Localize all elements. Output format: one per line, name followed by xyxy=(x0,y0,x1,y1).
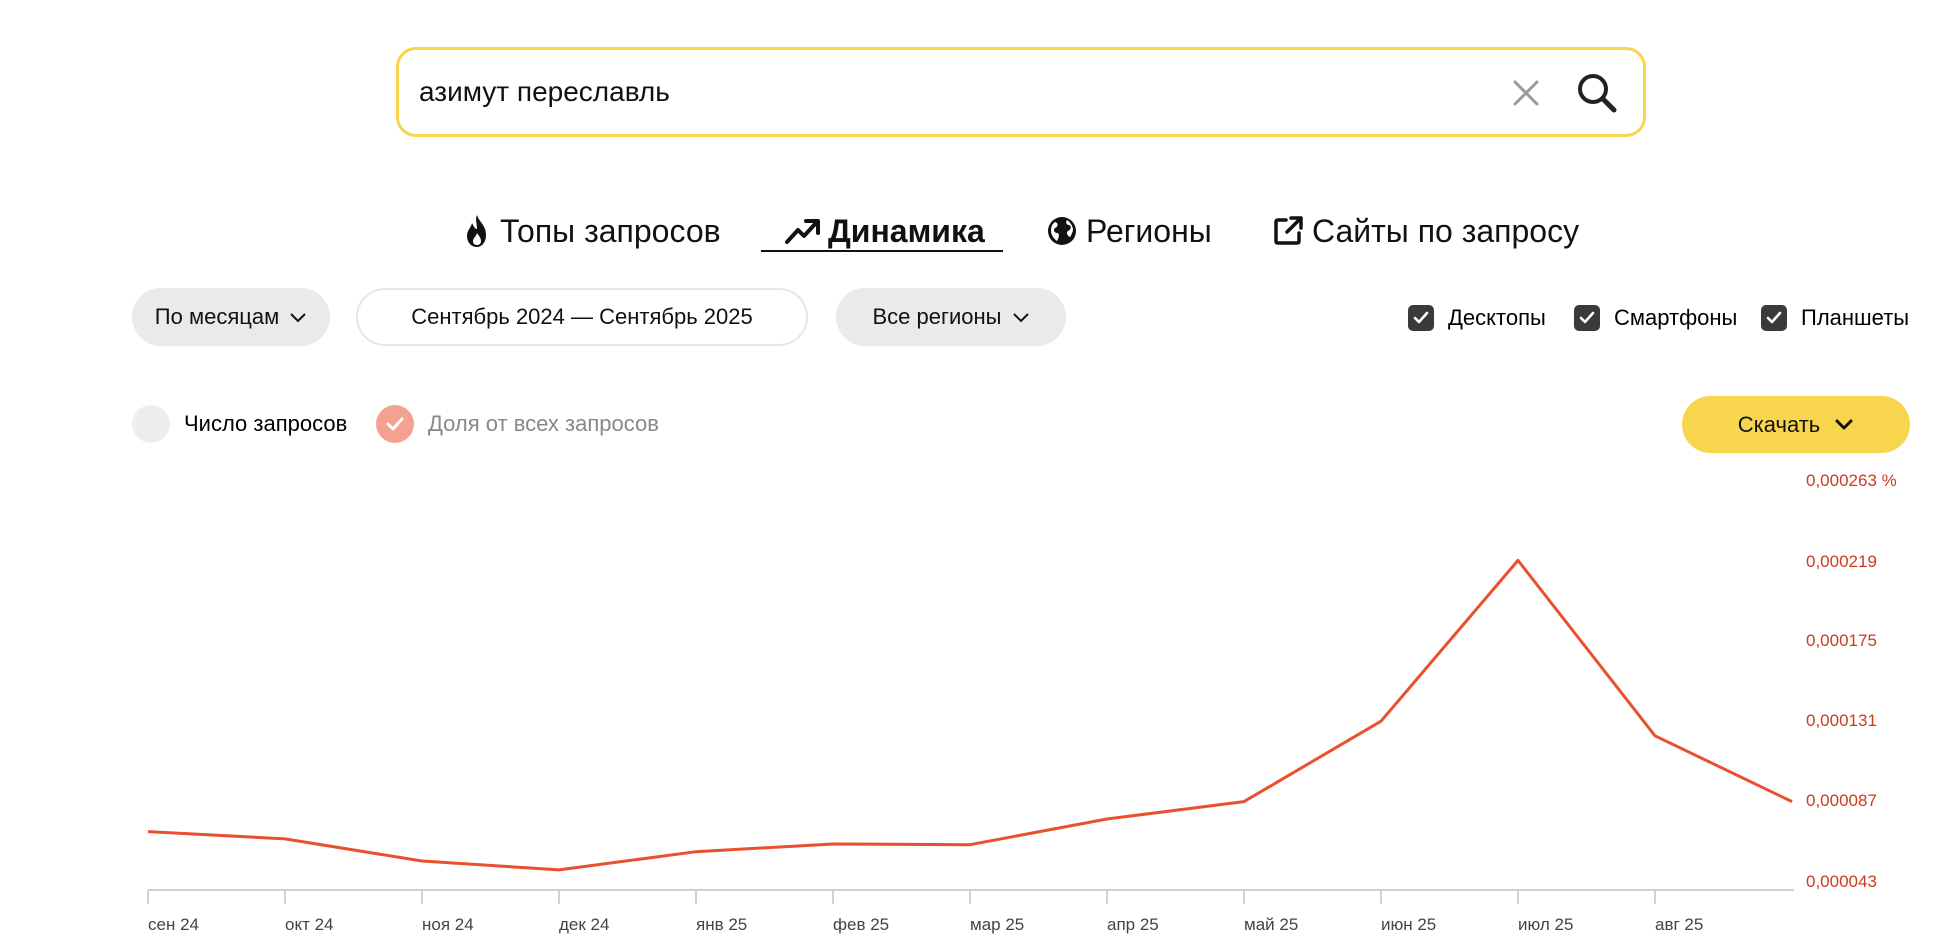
clear-icon[interactable] xyxy=(1511,78,1541,108)
x-tick-label: мар 25 xyxy=(970,915,1024,934)
search-box[interactable]: азимут переславль xyxy=(396,47,1646,137)
device-label: Смартфоны xyxy=(1614,305,1738,330)
y-tick-label: 0,000043 xyxy=(1806,872,1877,891)
regions-value: Все регионы xyxy=(872,304,1002,329)
x-tick-label: апр 25 xyxy=(1107,915,1159,934)
y-tick-labels: 0,000263 % 0,000219 0,000175 0,000131 0,0000… xyxy=(1806,471,1897,891)
globe-icon xyxy=(1048,217,1076,245)
x-tick-labels: сен 24 окт 24 ноя 24 дек 24 янв 25 фев 25 мар … xyxy=(148,915,1703,934)
checkbox-checked-icon xyxy=(1574,305,1600,331)
chevron-down-icon xyxy=(290,313,306,323)
search-input[interactable]: азимут переславль xyxy=(419,76,670,107)
tab-label: Регионы xyxy=(1086,212,1212,249)
radio-unchecked-icon xyxy=(132,405,170,443)
tabs-bar: Топы запросов Динамика Регионы Сайты по … xyxy=(0,200,1942,260)
device-smartphone-checkbox[interactable]: Смартфоны xyxy=(1574,304,1737,332)
tab-label: Сайты по запросу xyxy=(1312,212,1580,249)
period-value: Сентябрь 2024 — Сентябрь 2025 xyxy=(411,304,753,329)
download-label: Скачать xyxy=(1737,411,1821,437)
grouping-dropdown[interactable]: По месяцам xyxy=(132,288,330,346)
checkbox-checked-icon xyxy=(1761,305,1787,331)
tab-top-queries[interactable]: Топы запросов xyxy=(462,208,721,254)
y-tick-label: 0,000175 xyxy=(1806,631,1877,650)
x-tick-label: сен 24 xyxy=(148,915,199,934)
x-tick-label: ноя 24 xyxy=(422,915,474,934)
device-desktop-checkbox[interactable]: Десктопы xyxy=(1408,304,1546,332)
tab-dynamics[interactable]: Динамика xyxy=(784,208,985,254)
metric-share-label: Доля от всех запросов xyxy=(428,411,659,436)
metric-share-radio[interactable]: Доля от всех запросов xyxy=(376,404,659,444)
metric-count-radio[interactable]: Число запросов xyxy=(132,404,347,444)
fire-icon xyxy=(467,215,486,247)
tab-label: Динамика xyxy=(828,212,985,249)
chevron-down-icon xyxy=(1835,419,1853,430)
y-tick-label: 0,000131 xyxy=(1806,711,1877,730)
checkbox-checked-icon xyxy=(1408,305,1434,331)
download-button[interactable]: Скачать xyxy=(1682,396,1910,453)
device-tablet-checkbox[interactable]: Планшеты xyxy=(1761,304,1909,332)
x-tick-label: дек 24 xyxy=(559,915,609,934)
series-line xyxy=(147,558,1793,872)
x-tick-label: фев 25 xyxy=(833,915,889,934)
x-tick-label: авг 25 xyxy=(1655,915,1703,934)
grouping-value: По месяцам xyxy=(154,304,280,329)
tab-label: Топы запросов xyxy=(500,212,721,249)
chevron-down-icon xyxy=(1012,313,1029,323)
y-tick-label: 0,000087 xyxy=(1806,791,1877,810)
x-tick-label: июл 25 xyxy=(1518,915,1573,934)
device-label: Десктопы xyxy=(1448,305,1546,330)
x-tick-label: май 25 xyxy=(1244,915,1298,934)
tab-sites[interactable]: Сайты по запросу xyxy=(1272,208,1579,254)
tab-regions[interactable]: Регионы xyxy=(1046,208,1212,254)
external-link-icon xyxy=(1274,216,1303,245)
trend-up-icon xyxy=(785,219,820,244)
metric-count-label: Число запросов xyxy=(184,411,348,436)
x-axis xyxy=(147,889,1794,904)
regions-dropdown[interactable]: Все регионы xyxy=(836,288,1066,346)
radio-checked-icon xyxy=(376,405,414,443)
x-tick-label: июн 25 xyxy=(1381,915,1436,934)
active-tab-underline xyxy=(761,250,1003,252)
period-picker[interactable]: Сентябрь 2024 — Сентябрь 2025 xyxy=(356,288,808,346)
x-tick-label: янв 25 xyxy=(696,915,747,934)
device-label: Планшеты xyxy=(1801,305,1910,330)
y-tick-label: 0,000219 xyxy=(1806,552,1877,571)
x-tick-label: окт 24 xyxy=(285,915,334,934)
y-tick-label: 0,000263 % xyxy=(1806,471,1897,490)
search-icon[interactable] xyxy=(1576,72,1618,114)
